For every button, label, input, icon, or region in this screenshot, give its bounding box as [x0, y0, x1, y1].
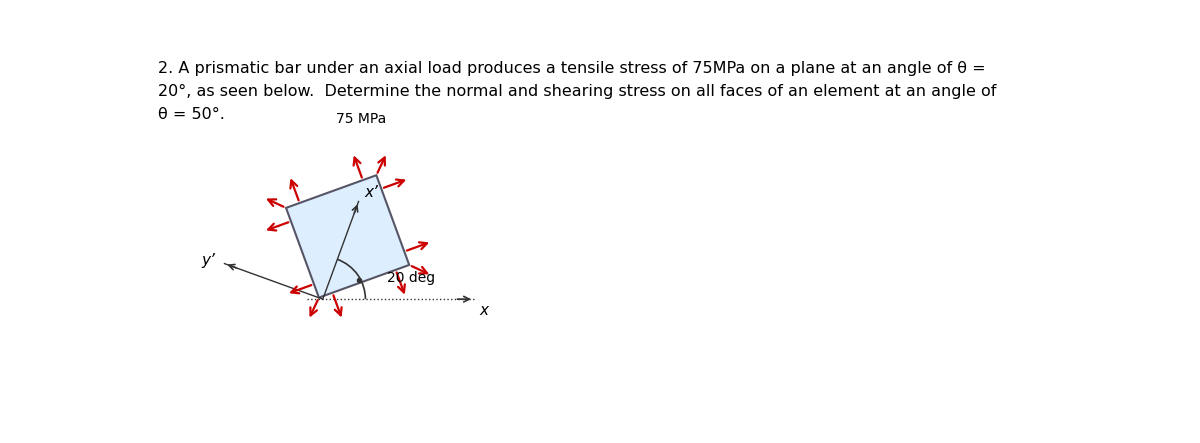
Text: x: x: [479, 303, 488, 318]
Text: 2. A prismatic bar under an axial load produces a tensile stress of 75MPa on a p: 2. A prismatic bar under an axial load p…: [157, 61, 985, 76]
Text: 75 MPa: 75 MPa: [336, 112, 386, 126]
Text: x’: x’: [365, 185, 379, 200]
Polygon shape: [286, 175, 409, 298]
Text: 20 deg: 20 deg: [388, 271, 436, 284]
Text: θ = 50°.: θ = 50°.: [157, 107, 224, 122]
Text: y’: y’: [202, 253, 215, 268]
Text: 20°, as seen below.  Determine the normal and shearing stress on all faces of an: 20°, as seen below. Determine the normal…: [157, 84, 996, 99]
